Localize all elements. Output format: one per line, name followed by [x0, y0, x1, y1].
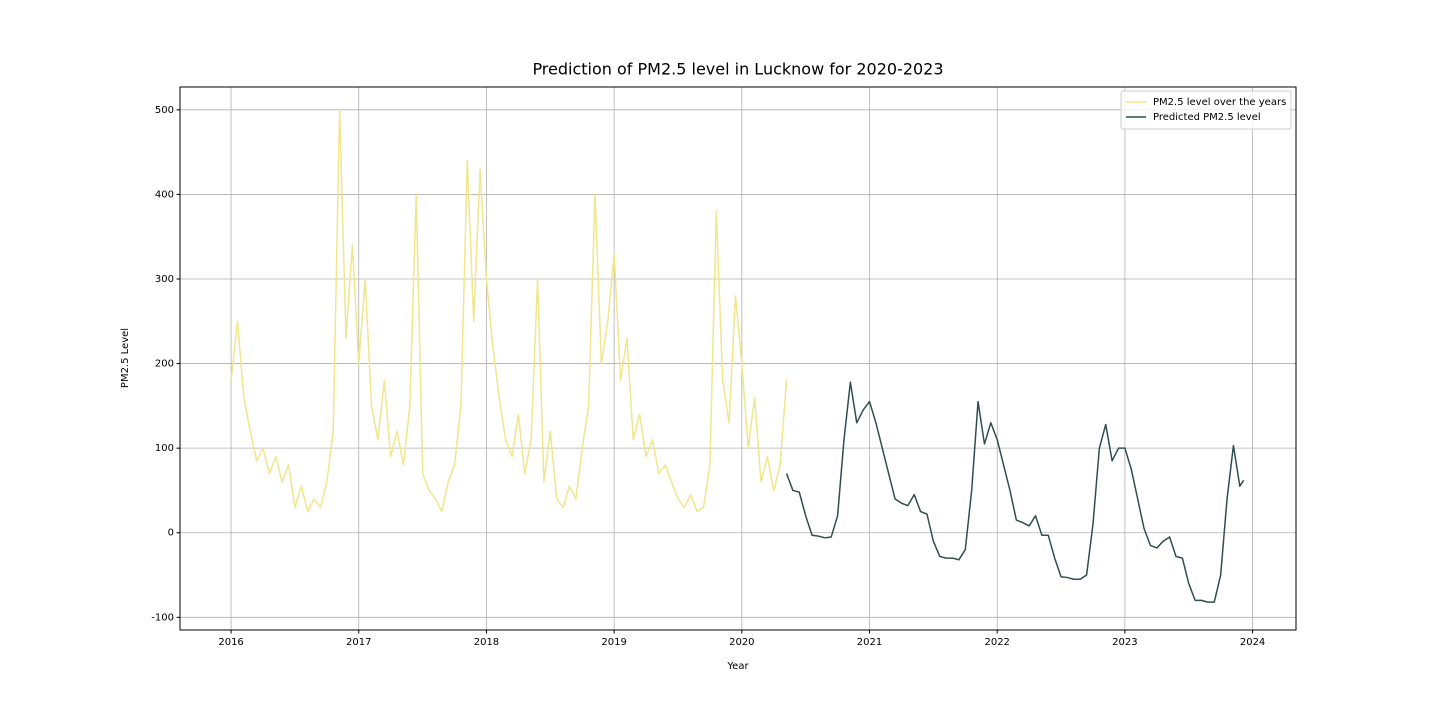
- x-tick-label: 2017: [346, 637, 371, 648]
- y-tick-label: 200: [155, 359, 174, 370]
- legend-label: Predicted PM2.5 level: [1153, 112, 1261, 123]
- x-tick-label: 2022: [984, 637, 1009, 648]
- y-tick-label: 500: [155, 105, 174, 116]
- data-line: [230, 109, 788, 513]
- data-line: [785, 381, 1245, 603]
- y-axis-label: PM2.5 Level: [120, 328, 131, 388]
- x-tick-label: 2019: [601, 637, 626, 648]
- x-tick-label: 2016: [218, 637, 243, 648]
- x-tick-label: 2024: [1240, 637, 1265, 648]
- y-tick-label: 400: [155, 189, 174, 200]
- x-axis-label: Year: [726, 661, 749, 672]
- x-tick-label: 2018: [474, 637, 499, 648]
- y-tick-label: 0: [168, 528, 174, 539]
- x-tick-label: 2023: [1112, 637, 1137, 648]
- legend: PM2.5 level over the years Predicted PM2.…: [1120, 90, 1292, 130]
- legend-box: [1120, 90, 1292, 130]
- y-tick-label: 100: [155, 443, 174, 454]
- plot-frame: [179, 86, 1297, 631]
- legend-label: PM2.5 level over the years: [1153, 97, 1286, 108]
- chart-title: Prediction of PM2.5 level in Lucknow for…: [532, 60, 943, 79]
- y-tick-label: -100: [151, 612, 174, 623]
- x-tick-label: 2021: [857, 637, 882, 648]
- x-tick-label: 2020: [729, 637, 754, 648]
- y-tick-label: 300: [155, 274, 174, 285]
